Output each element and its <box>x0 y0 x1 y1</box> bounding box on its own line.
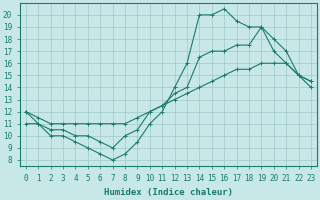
X-axis label: Humidex (Indice chaleur): Humidex (Indice chaleur) <box>104 188 233 197</box>
